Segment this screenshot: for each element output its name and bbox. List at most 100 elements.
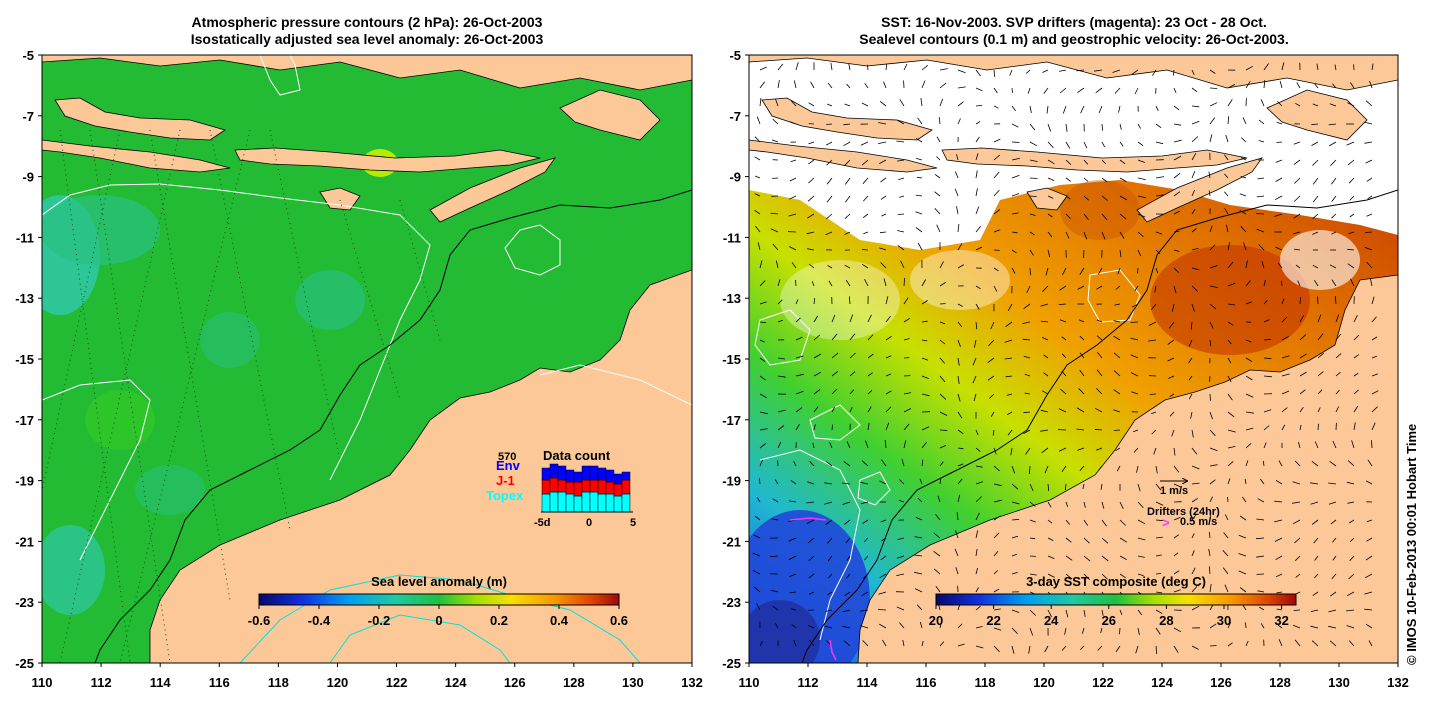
velocity-arrow — [897, 537, 905, 540]
velocity-arrow — [1278, 460, 1283, 467]
right-map-title-line2: Sealevel contours (0.1 m) and geostrophi… — [859, 31, 1288, 47]
velocity-arrow — [879, 231, 887, 234]
velocity-arrow — [826, 159, 833, 166]
velocity-arrow — [1263, 375, 1272, 378]
velocity-arrow — [1065, 519, 1071, 525]
velocity-arrow — [956, 154, 959, 161]
velocity-arrow — [1331, 573, 1337, 580]
left-x-tick-label: 126 — [504, 675, 526, 690]
velocity-arrow — [957, 224, 960, 233]
velocity-arrow — [842, 482, 851, 485]
velocity-arrow — [975, 548, 978, 557]
right-y-tick-label: -5 — [729, 48, 741, 63]
velocity-arrow — [1011, 174, 1020, 179]
velocity-arrow — [1080, 105, 1085, 114]
velocity-arrow — [865, 440, 869, 449]
velocity-arrow — [975, 206, 980, 215]
velocity-arrow — [1350, 82, 1355, 89]
velocity-arrow — [896, 573, 905, 576]
velocity-arrow — [756, 603, 761, 611]
velocity-arrow — [1042, 285, 1049, 292]
velocity-arrow — [1245, 622, 1247, 629]
velocity-arrow — [777, 425, 785, 431]
velocity-arrow — [903, 423, 910, 431]
velocity-arrow — [1029, 537, 1036, 540]
cool-water-patch — [749, 600, 820, 663]
velocity-arrow — [862, 177, 869, 184]
velocity-arrow — [1173, 69, 1175, 76]
velocity-arrow — [1191, 533, 1195, 539]
svp-drifter-track — [829, 639, 837, 661]
left-x-tick-label: 110 — [32, 675, 53, 690]
velocity-arrow — [1130, 372, 1139, 377]
velocity-arrow — [1353, 405, 1359, 413]
velocity-arrow — [916, 158, 923, 161]
velocity-arrow — [939, 98, 944, 107]
velocity-arrow — [1094, 69, 1103, 72]
velocity-arrow — [1334, 64, 1337, 71]
velocity-arrow — [1371, 63, 1374, 71]
velocity-arrow — [937, 495, 941, 503]
velocity-arrow — [975, 512, 980, 521]
right-x-tick-label: 118 — [975, 675, 996, 690]
velocity-arrow — [879, 623, 887, 629]
velocity-arrow — [1173, 465, 1180, 473]
velocity-arrow — [993, 645, 1000, 653]
velocity-arrow — [1113, 320, 1121, 323]
data-count-bar-segment — [605, 481, 615, 495]
velocity-arrow — [1332, 440, 1337, 449]
velocity-arrow — [1011, 123, 1019, 128]
data-count-bar-segment — [621, 479, 631, 495]
negative-anomaly-patch — [42, 195, 160, 265]
velocity-arrow — [975, 605, 981, 611]
velocity-arrow — [1331, 195, 1337, 202]
velocity-arrow — [1292, 519, 1301, 525]
right-map-title-line1: SST: 16-Nov-2003. SVP drifters (magenta)… — [881, 14, 1267, 30]
velocity-arrow — [1209, 623, 1217, 629]
velocity-arrow — [1371, 440, 1373, 449]
velocity-arrow — [1040, 429, 1049, 432]
right-y-tick-label: -11 — [723, 230, 741, 245]
velocity-arrow — [957, 118, 961, 125]
velocity-arrow — [1040, 303, 1049, 307]
velocity-arrow — [1130, 337, 1139, 341]
velocity-arrow — [1191, 285, 1198, 292]
velocity-arrow — [1083, 573, 1090, 580]
velocity-arrow — [1029, 573, 1037, 576]
velocity-arrow — [1029, 141, 1038, 147]
negative-anomaly-patch — [42, 525, 105, 615]
velocity-arrow — [1059, 87, 1067, 94]
velocity-arrow — [957, 101, 964, 107]
velocity-arrow — [1328, 501, 1337, 505]
velocity-arrow — [759, 98, 762, 107]
velocity-arrow — [793, 80, 797, 89]
velocity-arrow — [813, 424, 816, 431]
velocity-arrow — [1260, 99, 1265, 107]
velocity-arrow — [862, 213, 869, 219]
right-y-tick-label: -7 — [729, 109, 741, 124]
velocity-arrow — [1167, 357, 1175, 362]
left-x-tick-label: 116 — [209, 675, 230, 690]
velocity-arrow — [793, 461, 797, 467]
velocity-arrow — [867, 334, 874, 341]
velocity-arrow — [808, 177, 815, 184]
velocity-arrow — [1045, 267, 1049, 276]
right-colorbar-title: 3-day SST composite (deg C) — [1026, 574, 1206, 589]
velocity-arrow — [1313, 537, 1319, 544]
velocity-arrow — [957, 623, 963, 629]
velocity-arrow — [808, 102, 815, 107]
velocity-arrow — [795, 62, 799, 71]
velocity-arrow — [842, 609, 851, 613]
australia-land — [149, 269, 692, 663]
velocity-arrow — [1294, 177, 1301, 184]
velocity-arrow — [844, 177, 851, 185]
velocity-arrow — [879, 159, 887, 164]
data-count-bar-segment — [581, 491, 591, 513]
velocity-arrow — [935, 585, 941, 593]
velocity-arrow — [914, 588, 923, 593]
velocity-arrow — [1227, 642, 1233, 647]
velocity-arrow — [844, 213, 851, 219]
velocity-arrow — [1329, 103, 1337, 107]
velocity-arrow — [973, 393, 977, 402]
velocity-arrow — [915, 227, 923, 233]
